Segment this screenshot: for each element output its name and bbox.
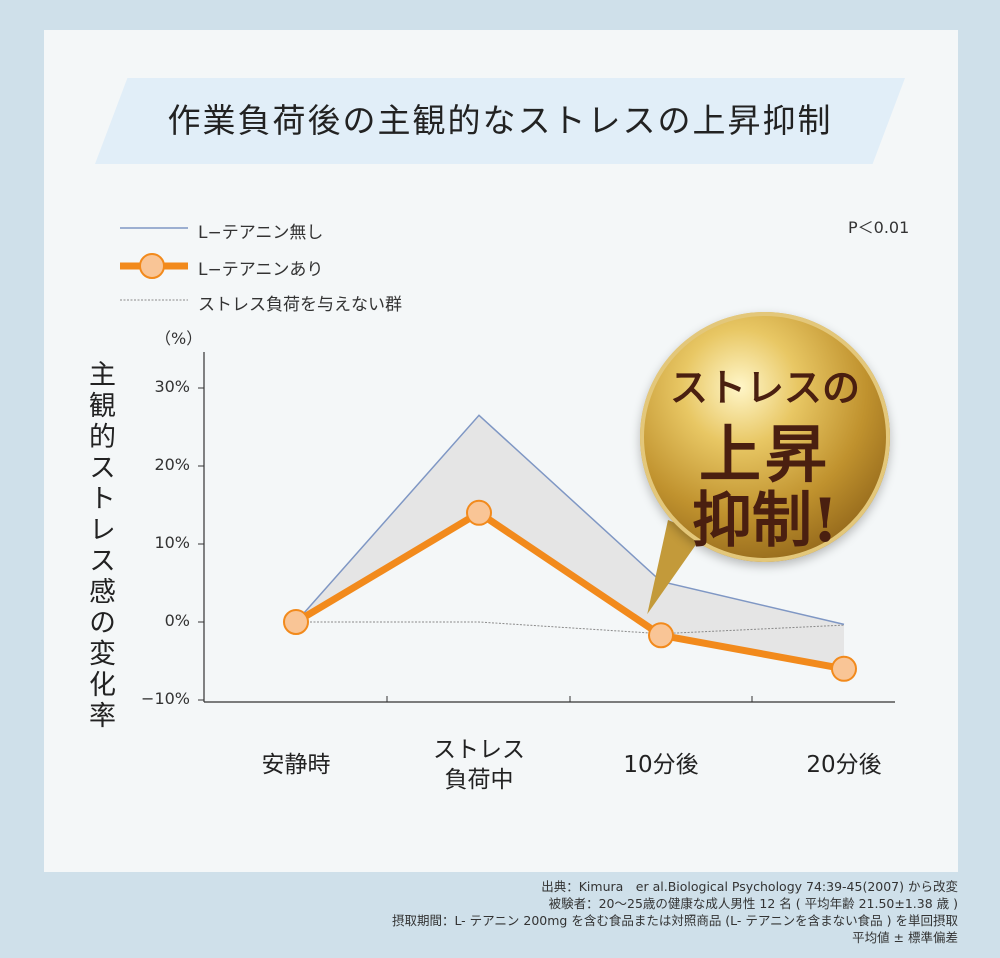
y-tick-label: −10% bbox=[141, 689, 190, 708]
y-tick-label: 10% bbox=[154, 533, 190, 552]
source-line: 出典：Kimura er al.Biological Psychology 74… bbox=[541, 879, 958, 894]
x-tick-label: 20分後 bbox=[774, 750, 914, 780]
source-notes: 出典：Kimura er al.Biological Psychology 74… bbox=[358, 878, 958, 946]
legend-swatches bbox=[120, 227, 188, 301]
x-tick-label-line: 20分後 bbox=[806, 752, 882, 778]
x-tick-label-line: 安静時 bbox=[261, 752, 331, 778]
badge-line-2: 上昇 bbox=[698, 418, 831, 491]
y-axis-label: 主観的ストレス感の変化率 bbox=[84, 360, 115, 732]
chart-title: 作業負荷後の主観的なストレスの上昇抑制 bbox=[167, 101, 833, 140]
x-tick-label-line: 10分後 bbox=[623, 752, 699, 778]
difference-band bbox=[296, 415, 844, 669]
series-line-nostress bbox=[296, 621, 845, 635]
series-marker-with bbox=[648, 622, 674, 649]
x-tick-label-line: 負荷中 bbox=[444, 767, 514, 793]
p-value: P＜0.01 bbox=[848, 218, 910, 237]
y-tick-label: 30% bbox=[154, 377, 190, 396]
y-tick-label: 20% bbox=[154, 455, 190, 474]
source-line: 平均値 ± 標準偏差 bbox=[852, 930, 958, 945]
y-tick-label: 0% bbox=[164, 611, 190, 630]
series-marker-with bbox=[283, 609, 309, 635]
series-marker-with bbox=[466, 499, 492, 526]
badge-line-1: ストレスの bbox=[669, 365, 860, 410]
source-line: 被験者：20〜25歳の健康な成人男性 12 名 ( 平均年齢 21.50±1.3… bbox=[548, 896, 958, 911]
legend-swatch-with-marker bbox=[139, 253, 165, 279]
y-unit: （%） bbox=[155, 329, 203, 348]
badge-line-3: 抑制! bbox=[691, 486, 839, 556]
source-line: 摂取期間：L- テアニン 200mg を含む食品または対照商品 (L- テアニン… bbox=[391, 913, 958, 928]
x-tick-label: ストレス 負荷中 bbox=[409, 735, 549, 795]
legend-label-with: L−テアニンあり bbox=[198, 260, 324, 280]
stress-suppression-badge: ストレスの 上昇 抑制! bbox=[640, 312, 890, 562]
x-tick-label: 10分後 bbox=[591, 750, 731, 780]
legend-label-without: L−テアニン無し bbox=[198, 223, 324, 243]
legend-label-nostress: ストレス負荷を与えない群 bbox=[198, 295, 402, 315]
series-line-without bbox=[295, 414, 845, 626]
title-banner bbox=[95, 78, 905, 164]
x-tick-label: 安静時 bbox=[226, 750, 366, 780]
series-line-with bbox=[294, 509, 845, 673]
series-marker-with bbox=[831, 655, 857, 682]
x-tick-label-line: ストレス bbox=[433, 737, 525, 763]
